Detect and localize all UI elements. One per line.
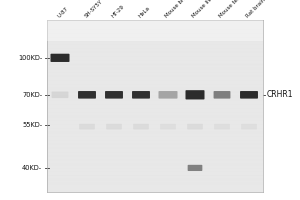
- FancyBboxPatch shape: [78, 91, 96, 99]
- Text: 40KD-: 40KD-: [22, 165, 42, 171]
- FancyBboxPatch shape: [240, 91, 258, 99]
- FancyBboxPatch shape: [105, 91, 123, 99]
- FancyBboxPatch shape: [214, 124, 230, 129]
- FancyBboxPatch shape: [187, 124, 203, 129]
- Text: Mouse liver: Mouse liver: [191, 0, 217, 18]
- Text: HT-29: HT-29: [110, 4, 125, 18]
- Text: U-87: U-87: [56, 6, 69, 18]
- FancyBboxPatch shape: [185, 90, 205, 99]
- FancyBboxPatch shape: [214, 91, 230, 99]
- FancyBboxPatch shape: [160, 124, 176, 129]
- Bar: [46, 20, 262, 41]
- Text: Mouse brain: Mouse brain: [164, 0, 192, 18]
- FancyBboxPatch shape: [158, 91, 178, 99]
- Text: Mouse testis: Mouse testis: [218, 0, 246, 18]
- Text: HeLa: HeLa: [137, 5, 151, 18]
- FancyBboxPatch shape: [79, 124, 95, 129]
- FancyBboxPatch shape: [241, 124, 257, 129]
- FancyBboxPatch shape: [106, 124, 122, 129]
- Text: CRHR1: CRHR1: [267, 90, 293, 99]
- Text: SH-SY5Y: SH-SY5Y: [83, 0, 103, 18]
- FancyBboxPatch shape: [50, 54, 70, 62]
- Text: 100KD-: 100KD-: [18, 55, 42, 61]
- Text: 55KD-: 55KD-: [22, 122, 42, 128]
- FancyBboxPatch shape: [52, 92, 68, 98]
- FancyBboxPatch shape: [188, 165, 202, 171]
- Text: 70KD-: 70KD-: [22, 92, 42, 98]
- Text: Rat brain: Rat brain: [245, 0, 267, 18]
- FancyBboxPatch shape: [133, 124, 149, 129]
- FancyBboxPatch shape: [132, 91, 150, 99]
